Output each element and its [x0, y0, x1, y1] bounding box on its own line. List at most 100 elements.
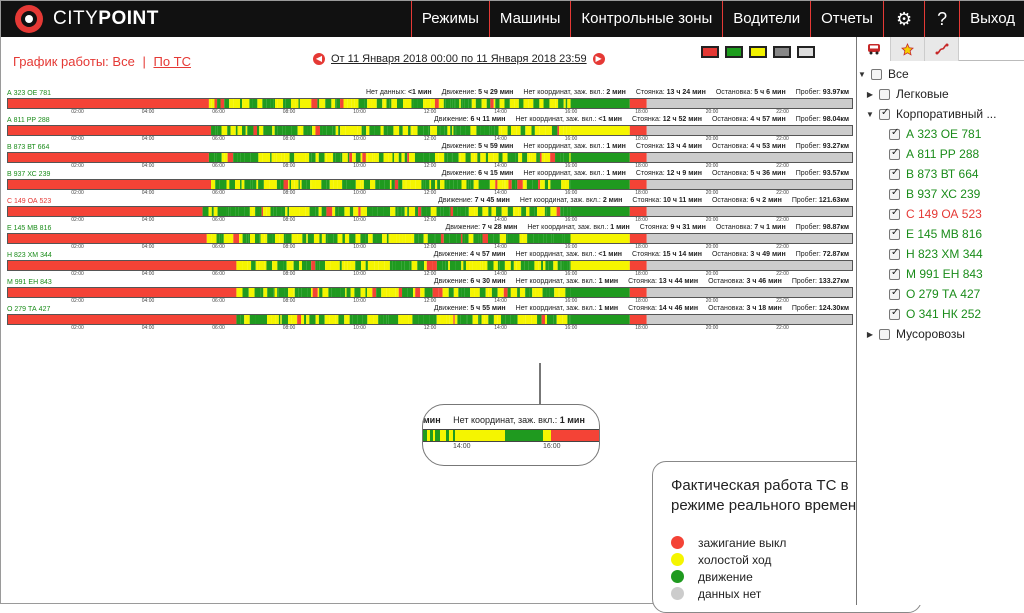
tree-checkbox[interactable]: [879, 88, 890, 100]
status-swatch[interactable]: [773, 46, 791, 58]
timeline-segment-off: [629, 153, 647, 162]
zoom-magnifier: мин Нет координат, заж. вкл.: 1 мин 14:0…: [422, 404, 600, 466]
caret-right-icon[interactable]: ▶: [866, 89, 874, 99]
vehicle-name[interactable]: А 323 ОЕ 781: [7, 90, 51, 97]
nav-modes[interactable]: Режимы: [410, 1, 489, 37]
stat-value: 13 ч 24 мин: [666, 89, 706, 96]
nav-logout[interactable]: Выход: [959, 1, 1024, 37]
nav-drivers[interactable]: Водители: [722, 1, 810, 37]
vehicle-name[interactable]: М 991 ЕН 843: [7, 279, 52, 286]
tree-checkbox[interactable]: [889, 167, 900, 180]
timeline-bar[interactable]: [7, 206, 853, 217]
timeline-bar[interactable]: [7, 98, 853, 109]
tree-checkbox[interactable]: [889, 247, 900, 260]
brand-logo[interactable]: CITYPOINT: [15, 5, 159, 33]
tree-checkbox[interactable]: [889, 187, 900, 200]
vehicle-name[interactable]: О 279 ТА 427: [7, 306, 51, 313]
timeline-segment-idle: [334, 261, 340, 270]
nav-reports[interactable]: Отчеты: [810, 1, 883, 37]
status-swatch[interactable]: [725, 46, 743, 58]
tree-checkbox[interactable]: [889, 127, 900, 140]
stat-value: 1 мин: [606, 143, 626, 150]
status-swatch[interactable]: [797, 46, 815, 58]
timeline-segment-move: [214, 153, 217, 162]
timeline-segment-move: [437, 126, 440, 135]
tree-node[interactable]: ▼ Все: [857, 64, 1024, 84]
tree-node[interactable]: А 811 РР 288: [857, 144, 1024, 164]
vehicle-row: Н 823 ХМ 344 Движение: 4 ч 57 мин Нет коор…: [7, 250, 853, 277]
vehicle-name[interactable]: Н 823 ХМ 344: [7, 252, 52, 259]
timeline-bar[interactable]: [7, 287, 853, 298]
tree-node[interactable]: С 149 ОА 523: [857, 204, 1024, 224]
timeline-segment-move: [407, 288, 414, 297]
tree-node[interactable]: Н 823 ХМ 344: [857, 244, 1024, 264]
caret-right-icon[interactable]: ▶: [866, 329, 874, 339]
status-swatch[interactable]: [701, 46, 719, 58]
tree-node[interactable]: А 323 ОЕ 781: [857, 124, 1024, 144]
timeline-segment-idle: [493, 99, 496, 108]
tick-label: 20:00: [705, 325, 719, 331]
nav-control-zones[interactable]: Контрольные зоны: [570, 1, 722, 37]
vehicle-name[interactable]: А 811 РР 288: [7, 117, 50, 124]
vehicle-name[interactable]: Е 145 МВ 816: [7, 225, 52, 232]
timeline-segment-idle: [260, 234, 265, 243]
tree-node[interactable]: О 341 НК 252: [857, 304, 1024, 324]
vehicle-name[interactable]: В 873 ВТ 664: [7, 144, 50, 151]
tree-checkbox[interactable]: [889, 227, 900, 240]
timeline-bar[interactable]: [7, 152, 853, 163]
tree-checkbox[interactable]: [879, 328, 890, 340]
timeline-segment-idle: [504, 261, 511, 270]
timeline-segment-move: [489, 126, 492, 135]
route-icon[interactable]: [925, 37, 959, 61]
tree-node[interactable]: О 279 ТА 427: [857, 284, 1024, 304]
timeline-segment-idle: [294, 153, 301, 162]
timeline-bar[interactable]: [7, 179, 853, 190]
timeline-bar[interactable]: [7, 314, 853, 325]
tree-checkbox[interactable]: [871, 68, 882, 80]
prev-day-icon[interactable]: ◀: [313, 53, 325, 65]
schedule-filter-all[interactable]: Все: [112, 54, 135, 69]
timeline-segment-move: [319, 234, 322, 243]
bus-icon[interactable]: [857, 37, 891, 61]
tree-checkbox[interactable]: [889, 147, 900, 160]
timeline-bar[interactable]: [7, 260, 853, 271]
tree-checkbox[interactable]: [889, 207, 900, 220]
gear-icon[interactable]: ⚙: [882, 1, 924, 37]
tree-node[interactable]: ▶ Легковые: [857, 84, 1024, 104]
caret-down-icon[interactable]: ▼: [866, 109, 874, 119]
timeline-segment-idle: [300, 126, 304, 135]
timeline-segment-move: [569, 315, 571, 324]
timeline-segment-nodata: [646, 207, 852, 216]
timeline-segment-idle: [510, 126, 517, 135]
tree-checkbox[interactable]: [889, 307, 900, 320]
date-range-link[interactable]: От 11 Января 2018 00:00 по 11 Января 201…: [331, 53, 587, 65]
tree-node[interactable]: В 937 ХС 239: [857, 184, 1024, 204]
schedule-panel: График работы: Все | По ТС ◀ От 11 Январ…: [1, 37, 922, 613]
timeline-bar[interactable]: [7, 125, 853, 136]
next-day-icon[interactable]: ▶: [592, 53, 605, 65]
vehicle-name[interactable]: С 149 ОА 523: [7, 198, 52, 205]
timeline-bar[interactable]: [7, 233, 853, 244]
tree-checkbox[interactable]: [879, 107, 890, 120]
timeline-segment-move: [544, 207, 547, 216]
timeline-segment-move: [569, 261, 571, 270]
status-swatch[interactable]: [749, 46, 767, 58]
star-icon[interactable]: [891, 37, 925, 61]
schedule-filter-by-vehicle[interactable]: По ТС: [153, 54, 191, 69]
timeline-segment-move: [409, 261, 412, 270]
timeline-segment-idle: [367, 153, 373, 162]
tree-checkbox[interactable]: [889, 287, 900, 300]
nav-vehicles[interactable]: Машины: [488, 1, 570, 37]
tree-node[interactable]: ▼ Корпоративный ...: [857, 104, 1024, 124]
vehicle-name[interactable]: В 937 ХС 239: [7, 171, 51, 178]
tree-node[interactable]: М 991 ЕН 843: [857, 264, 1024, 284]
caret-down-icon[interactable]: ▼: [858, 69, 866, 79]
help-icon[interactable]: ?: [924, 1, 959, 37]
timeline-segment-off: [233, 234, 240, 243]
timeline-segment-move: [383, 126, 388, 135]
tree-node[interactable]: ▶ Мусоровозы: [857, 324, 1024, 344]
tree-node[interactable]: В 873 ВТ 664: [857, 164, 1024, 184]
stat-label: Нет координат, заж. вкл.:: [523, 170, 605, 177]
tree-node[interactable]: Е 145 МВ 816: [857, 224, 1024, 244]
tree-checkbox[interactable]: [889, 267, 900, 280]
